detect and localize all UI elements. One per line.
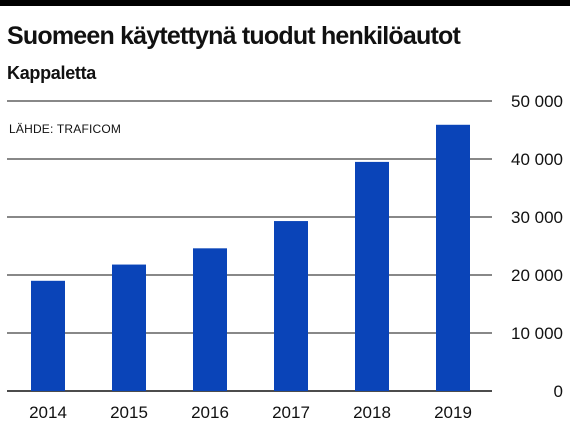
- y-tick-label: 40 000: [511, 150, 563, 169]
- y-tick-label: 0: [554, 382, 563, 401]
- y-tick-label: 30 000: [511, 208, 563, 227]
- x-tick-label-2015: 2015: [110, 403, 148, 422]
- bar-2016: [193, 248, 227, 391]
- y-tick-label: 50 000: [511, 92, 563, 111]
- chart-title: Suomeen käytettynä tuodut henkilöautot: [7, 22, 461, 50]
- bar-2019: [436, 124, 470, 391]
- bar-2015: [112, 264, 146, 391]
- top-rule: [0, 0, 570, 6]
- bar-2017: [274, 221, 308, 391]
- x-tick-label-2019: 2019: [434, 403, 472, 422]
- x-axis-ticks: 2014 2015 2016 2017 2018 2019: [29, 403, 472, 422]
- y-tick-label: 10 000: [511, 324, 563, 343]
- chart-subtitle: Kappaletta: [7, 63, 97, 83]
- x-tick-label-2014: 2014: [29, 403, 67, 422]
- x-tick-label-2016: 2016: [191, 403, 229, 422]
- source-label: LÄHDE: TRAFICOM: [9, 122, 121, 136]
- bar-2014: [31, 280, 65, 391]
- x-tick-label-2018: 2018: [353, 403, 391, 422]
- bar-2018: [355, 161, 389, 391]
- y-tick-label: 20 000: [511, 266, 563, 285]
- x-tick-label-2017: 2017: [272, 403, 310, 422]
- gridlines: [7, 100, 492, 392]
- y-axis-ticks: 0 10 000 20 000 30 000 40 000 50 000: [511, 92, 563, 401]
- bars: [31, 124, 470, 391]
